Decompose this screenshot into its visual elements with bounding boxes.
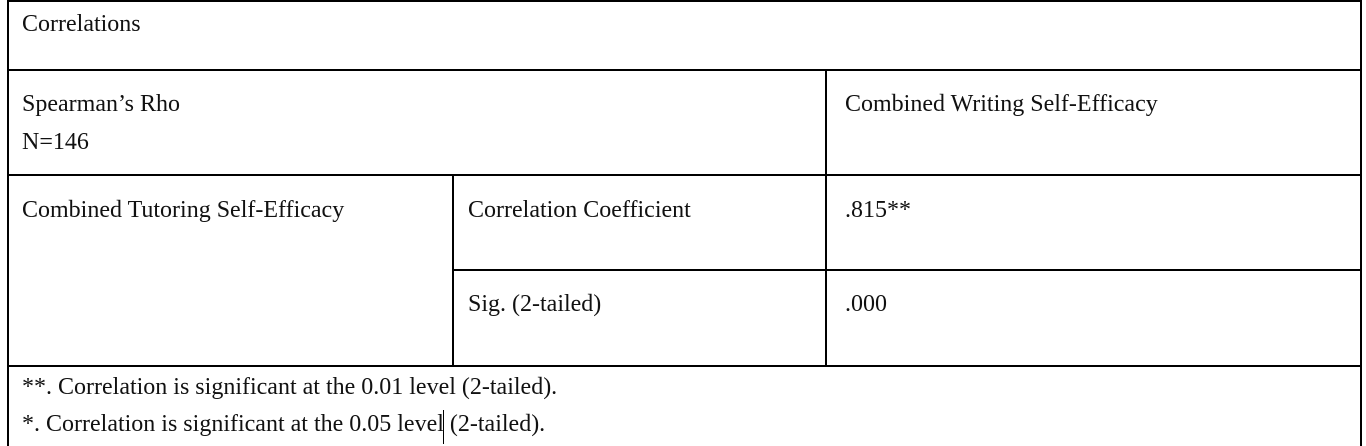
border [1360, 0, 1362, 446]
footnote: *. Correlation is significant at the 0.0… [22, 411, 546, 437]
method: Spearman’s Rho [22, 91, 180, 117]
border [453, 269, 1362, 271]
statistic-label: Sig. (2-tailed) [468, 291, 602, 317]
border [7, 0, 1362, 2]
border [7, 0, 9, 446]
border [7, 69, 1362, 71]
border [7, 365, 1362, 367]
border [7, 174, 1362, 176]
statistic-label: Correlation Coefficient [468, 197, 691, 223]
statistic-value: .000 [845, 291, 887, 317]
statistic-value: .815** [845, 197, 911, 223]
column-header: Combined Writing Self-Efficacy [845, 91, 1158, 117]
text-cursor [443, 410, 444, 444]
row-variable: Combined Tutoring Self-Efficacy [22, 197, 345, 223]
table-title: Correlations [22, 11, 141, 37]
footnote: **. Correlation is significant at the 0.… [22, 374, 558, 400]
border [825, 69, 827, 367]
sample-size: N=146 [22, 129, 89, 155]
border [452, 174, 454, 367]
